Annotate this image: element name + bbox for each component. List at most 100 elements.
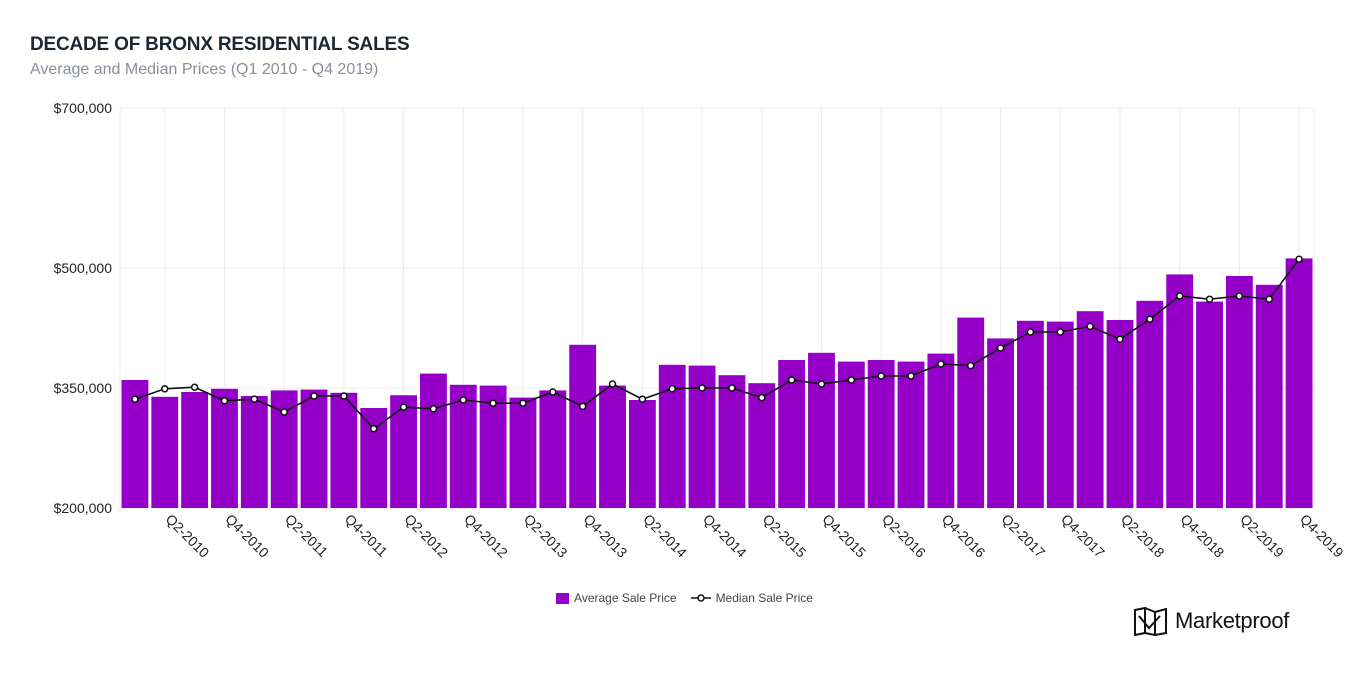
- median-point-Q4-2012[interactable]: [459, 396, 468, 404]
- bar-Q1-2018[interactable]: [1076, 311, 1104, 508]
- bar-Q2-2012[interactable]: [390, 395, 417, 508]
- chart-title: DECADE OF BRONX RESIDENTIAL SALES: [30, 34, 410, 55]
- x-tick-label: Q4-2010: [222, 511, 272, 561]
- median-point-Q3-2012[interactable]: [429, 405, 438, 413]
- median-point-Q3-2016[interactable]: [907, 372, 915, 380]
- median-point-Q2-2010[interactable]: [161, 385, 169, 393]
- bar-Q1-2017[interactable]: [957, 317, 985, 508]
- bar-Q2-2018[interactable]: [1106, 320, 1134, 508]
- median-point-Q3-2019[interactable]: [1265, 295, 1273, 303]
- legend-item-average[interactable]: Average Sale Price: [556, 591, 677, 605]
- x-tick-label: Q2-2015: [760, 511, 810, 561]
- bar-Q4-2016[interactable]: [927, 353, 955, 508]
- bar-Q1-2016[interactable]: [837, 361, 865, 508]
- median-point-Q3-2018[interactable]: [1146, 315, 1154, 323]
- bar-Q3-2019[interactable]: [1255, 284, 1283, 508]
- median-point-Q2-2016[interactable]: [877, 372, 885, 380]
- median-point-Q3-2013[interactable]: [549, 388, 557, 396]
- median-point-Q4-2016[interactable]: [937, 360, 945, 368]
- median-line: [134, 258, 1300, 430]
- bar-Q2-2019[interactable]: [1225, 276, 1253, 508]
- bar-Q1-2012[interactable]: [360, 408, 388, 508]
- median-point-Q4-2019[interactable]: [1295, 255, 1303, 263]
- median-point-Q2-2018[interactable]: [1116, 335, 1124, 343]
- bar-Q2-2013[interactable]: [509, 397, 537, 508]
- median-point-Q1-2018[interactable]: [1086, 322, 1094, 331]
- median-point-Q1-2013[interactable]: [489, 399, 497, 407]
- y-tick-label: $200,000: [54, 500, 113, 516]
- bar-Q3-2017[interactable]: [1017, 320, 1044, 508]
- bar-Q3-2010[interactable]: [181, 392, 209, 508]
- median-point-Q1-2016[interactable]: [847, 376, 856, 384]
- x-tick-label: Q2-2010: [163, 511, 213, 561]
- median-point-Q2-2012[interactable]: [399, 403, 408, 411]
- median-point-Q3-2011[interactable]: [310, 392, 318, 400]
- bar-Q1-2019[interactable]: [1196, 301, 1223, 508]
- bar-Q3-2018[interactable]: [1136, 300, 1164, 508]
- legend-label-median: Median Sale Price: [715, 591, 813, 605]
- median-point-Q2-2015[interactable]: [758, 393, 766, 402]
- y-tick-label: $350,000: [54, 380, 113, 396]
- legend-item-median[interactable]: Median Sale Price: [690, 591, 813, 605]
- x-tick-label: Q4-2014: [700, 511, 750, 561]
- median-point-Q3-2014[interactable]: [668, 385, 676, 393]
- brand-name: Marketproof: [1175, 608, 1290, 633]
- median-point-Q1-2012[interactable]: [369, 425, 378, 433]
- median-point-Q1-2011[interactable]: [250, 395, 259, 403]
- legend-line-marker-icon: [690, 594, 711, 602]
- bar-Q2-2015[interactable]: [748, 383, 776, 508]
- x-tick-label: Q4-2013: [581, 511, 631, 561]
- median-point-Q2-2014[interactable]: [638, 395, 647, 403]
- grid-layer: [119, 107, 1315, 509]
- median-point-Q1-2017[interactable]: [966, 361, 975, 370]
- y-tick-label: $700,000: [54, 100, 113, 116]
- bar-Q2-2016[interactable]: [867, 360, 895, 508]
- x-tick-label: Q2-2016: [879, 511, 929, 561]
- bar-Q4-2012[interactable]: [449, 384, 477, 508]
- bar-Q4-2015[interactable]: [808, 352, 835, 508]
- bar-Q1-2011[interactable]: [240, 396, 268, 508]
- median-point-Q4-2018[interactable]: [1175, 292, 1184, 300]
- bar-Q4-2017[interactable]: [1046, 321, 1074, 508]
- median-point-Q4-2011[interactable]: [340, 392, 348, 400]
- bar-Q1-2014[interactable]: [599, 385, 626, 508]
- bar-Q3-2011[interactable]: [300, 389, 328, 508]
- bar-Q2-2017[interactable]: [987, 338, 1014, 508]
- median-point-Q3-2010[interactable]: [190, 383, 199, 391]
- bar-Q2-2014[interactable]: [628, 400, 656, 508]
- median-point-Q4-2013[interactable]: [578, 402, 587, 411]
- median-point-Q3-2017[interactable]: [1026, 328, 1035, 336]
- median-point-Q4-2017[interactable]: [1056, 328, 1065, 336]
- x-tick-label: Q2-2012: [401, 511, 451, 561]
- x-tick-label: Q2-2019: [1237, 511, 1287, 561]
- bar-Q1-2015[interactable]: [718, 375, 746, 508]
- x-tick-label: Q4-2019: [1297, 511, 1347, 561]
- bar-Q2-2010[interactable]: [151, 396, 179, 508]
- bar-Q4-2011[interactable]: [330, 392, 358, 508]
- median-point-Q1-2014[interactable]: [608, 380, 617, 388]
- x-tick-label: Q2-2011: [282, 511, 331, 560]
- chart-subtitle: Average and Median Prices (Q1 2010 - Q4 …: [30, 61, 379, 78]
- median-point-Q4-2010[interactable]: [220, 397, 229, 405]
- median-point-Q4-2014[interactable]: [698, 384, 706, 392]
- bar-Q4-2010[interactable]: [211, 388, 238, 508]
- bar-Q4-2019[interactable]: [1285, 258, 1313, 508]
- median-point-Q2-2017[interactable]: [996, 344, 1005, 352]
- bar-Q3-2012[interactable]: [420, 373, 447, 508]
- bar-Q4-2013[interactable]: [569, 344, 597, 508]
- median-point-Q1-2015[interactable]: [728, 384, 736, 392]
- median-point-Q2-2019[interactable]: [1235, 292, 1244, 300]
- x-tick-label: Q2-2018: [1118, 511, 1168, 561]
- y-tick-label: $500,000: [54, 260, 113, 276]
- median-point-Q1-2010[interactable]: [131, 395, 139, 403]
- median-point-Q2-2011[interactable]: [280, 408, 288, 416]
- median-point-Q2-2013[interactable]: [519, 399, 527, 407]
- median-point-Q3-2015[interactable]: [787, 376, 796, 384]
- bar-Q4-2018[interactable]: [1166, 274, 1194, 508]
- bar-Q3-2016[interactable]: [897, 361, 925, 508]
- bar-Q3-2013[interactable]: [539, 390, 567, 508]
- median-point-Q1-2019[interactable]: [1205, 295, 1214, 303]
- x-tick-label: Q4-2016: [939, 511, 989, 561]
- median-point-Q4-2015[interactable]: [817, 380, 826, 388]
